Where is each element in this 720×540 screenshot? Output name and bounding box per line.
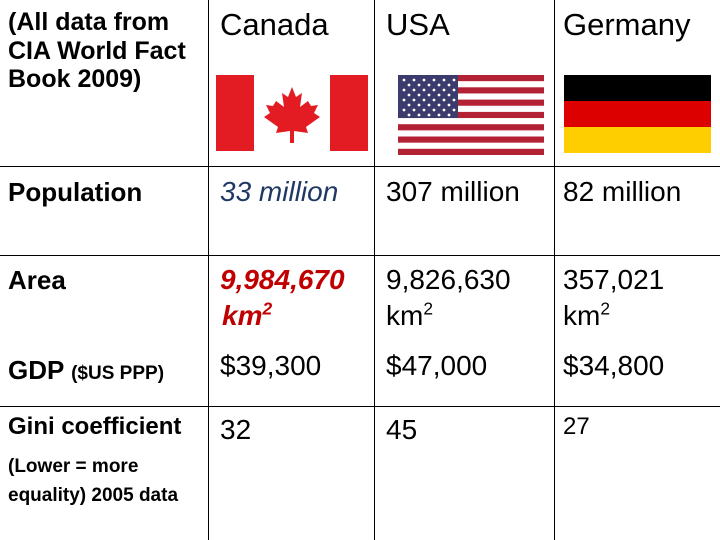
germany-area: 357,021 km2 (563, 262, 664, 335)
source-note-line: (All data from (8, 8, 170, 36)
germany-area-value: 357,021 (563, 264, 665, 295)
country-header-usa: USA (386, 7, 450, 42)
canada-area: 9,984,670 km2 (220, 262, 345, 335)
gini-note-line: (Lower = more (8, 456, 139, 477)
source-note: (All data from CIA World Fact Book 2009) (8, 8, 186, 94)
row-label-population: Population (8, 177, 143, 207)
row-label-area: Area (8, 265, 66, 295)
usa-area-unit: km2 (386, 299, 433, 332)
canada-population: 33 million (220, 176, 339, 207)
source-note-line: Book 2009) (8, 65, 142, 93)
country-header-germany: Germany (563, 7, 691, 42)
row-label-gdp: GDP ($US PPP) (8, 355, 165, 385)
table-divider (554, 0, 555, 540)
canada-area-unit: km2 (222, 299, 273, 332)
gini-note-line: equality) 2005 data (8, 485, 179, 507)
germany-flag-icon (564, 75, 711, 153)
table-divider (208, 0, 209, 540)
usa-gdp: $47,000 (386, 350, 488, 381)
canada-gdp: $39,300 (220, 350, 322, 381)
canada-flag-icon (216, 75, 368, 151)
germany-gini: 27 (563, 413, 590, 440)
germany-gdp: $34,800 (563, 350, 665, 381)
usa-gini: 45 (386, 414, 418, 445)
table-divider (0, 255, 720, 256)
usa-population: 307 million (386, 176, 520, 207)
canada-area-value: 9,984,670 (220, 264, 345, 295)
table-divider (0, 166, 720, 167)
country-header-canada: Canada (220, 7, 329, 42)
germany-area-unit: km2 (563, 299, 610, 332)
gdp-unit-note: ($US PPP) (71, 363, 165, 384)
gini-note: (Lower = more equality) 2005 data (8, 452, 178, 511)
usa-flag-icon (398, 75, 544, 155)
table-divider (374, 0, 375, 540)
source-note-line: CIA World Fact (8, 36, 186, 65)
table-divider (0, 406, 720, 407)
usa-area: 9,826,630 km2 (386, 262, 511, 335)
canada-gini: 32 (220, 414, 252, 445)
usa-area-value: 9,826,630 (386, 264, 511, 295)
germany-population: 82 million (563, 176, 682, 207)
row-label-gini: Gini coefficient (8, 413, 182, 440)
